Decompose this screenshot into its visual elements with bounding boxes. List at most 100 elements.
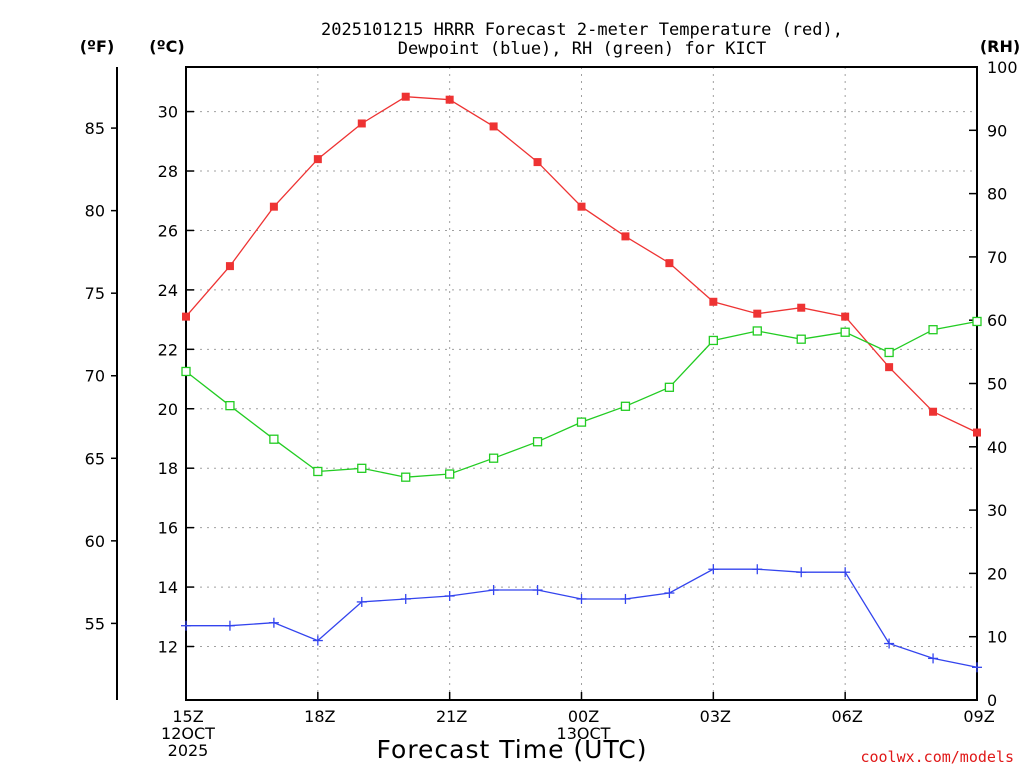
rh-point-11 xyxy=(664,382,675,392)
dewpoint-point-1 xyxy=(224,620,235,631)
dewpoint-point-3 xyxy=(312,635,323,646)
temperature-point-13 xyxy=(753,309,762,318)
dewpoint-point-17 xyxy=(928,653,939,664)
rh-tick-label-10: 10 xyxy=(987,628,1007,647)
x-tick-label-18-0: 09Z xyxy=(963,707,994,726)
temperature-point-3 xyxy=(313,155,322,164)
rh-point-10 xyxy=(620,401,631,411)
temperature-point-5 xyxy=(401,92,410,101)
rh-tick-label-80: 80 xyxy=(987,185,1007,204)
celsius-unit-label: (ºC) xyxy=(149,37,184,56)
dewpoint-point-12 xyxy=(708,564,719,575)
temperature-point-0 xyxy=(182,312,190,321)
temperature-point-6 xyxy=(445,95,454,104)
dewpoint-point-15 xyxy=(840,567,851,578)
rh-tick-label-90: 90 xyxy=(987,121,1007,140)
celsius-tick-label-16: 16 xyxy=(158,519,178,538)
dewpoint-point-16 xyxy=(884,638,895,649)
temperature-point-12 xyxy=(709,297,718,306)
celsius-tick-label-20: 20 xyxy=(158,400,178,419)
celsius-tick-label-18: 18 xyxy=(158,459,178,478)
rh-point-3 xyxy=(313,466,323,477)
dewpoint-point-11 xyxy=(664,588,675,599)
data-series xyxy=(181,92,982,673)
rh-point-13 xyxy=(752,326,762,336)
temperature-point-1 xyxy=(225,262,234,271)
temperature-point-16 xyxy=(885,363,894,372)
rh-point-1 xyxy=(225,401,235,411)
temperature-point-10 xyxy=(621,232,630,241)
chart-title-line1: 2025101215 HRRR Forecast 2-meter Tempera… xyxy=(321,20,843,40)
dewpoint-point-6 xyxy=(444,590,455,601)
rh-point-18 xyxy=(972,316,982,327)
dewpoint-point-7 xyxy=(488,585,499,596)
rh-point-7 xyxy=(488,453,499,463)
celsius-tick-label-22: 22 xyxy=(158,340,178,359)
rh-point-5 xyxy=(401,472,411,482)
chart-title-line2: Dewpoint (blue), RH (green) for KICT xyxy=(398,39,766,59)
fahrenheit-tick-label-70: 70 xyxy=(85,367,105,386)
rh-tick-label-0: 0 xyxy=(987,691,997,710)
x-tick-label-0-1: 12OCT xyxy=(161,724,215,743)
dewpoint-point-0 xyxy=(181,620,191,631)
celsius-tick-label-26: 26 xyxy=(158,221,178,240)
rh-tick-label-70: 70 xyxy=(987,248,1007,267)
temperature-point-4 xyxy=(357,119,366,128)
fahrenheit-tick-label-60: 60 xyxy=(85,532,105,551)
temperature-point-17 xyxy=(929,407,938,416)
temperature-point-15 xyxy=(841,312,850,321)
rh-unit-label: (RH) xyxy=(980,37,1020,56)
rh-point-9 xyxy=(576,417,587,427)
dewpoint-point-5 xyxy=(400,593,411,604)
fahrenheit-tick-label-65: 65 xyxy=(85,449,105,468)
temperature-point-18 xyxy=(973,428,981,437)
temperature-point-11 xyxy=(665,259,674,268)
dewpoint-point-4 xyxy=(356,596,367,607)
rh-point-2 xyxy=(269,434,279,444)
grid-lines xyxy=(185,67,978,700)
dewpoint-point-9 xyxy=(576,593,587,604)
rh-tick-label-50: 50 xyxy=(987,375,1007,394)
x-tick-label-6-0: 21Z xyxy=(436,707,467,726)
fahrenheit-unit-label: (ºF) xyxy=(80,37,115,56)
rh-tick-label-30: 30 xyxy=(987,501,1007,520)
dewpoint-point-13 xyxy=(752,564,763,575)
fahrenheit-tick-label-85: 85 xyxy=(85,119,105,138)
celsius-tick-label-14: 14 xyxy=(158,578,178,597)
temperature-point-14 xyxy=(797,303,806,312)
x-axis-label: Forecast Time (UTC) xyxy=(377,735,648,764)
dewpoint-line xyxy=(186,568,978,668)
fahrenheit-tick-label-75: 75 xyxy=(85,284,105,303)
rh-point-4 xyxy=(357,463,367,473)
celsius-tick-label-30: 30 xyxy=(158,103,178,122)
fahrenheit-tick-label-55: 55 xyxy=(85,614,105,633)
dewpoint-point-18 xyxy=(972,662,982,673)
celsius-tick-label-24: 24 xyxy=(158,281,178,300)
rh-point-14 xyxy=(796,334,806,344)
x-tick-label-0-2: 2025 xyxy=(168,741,209,760)
rh-point-15 xyxy=(840,327,850,337)
temperature-point-9 xyxy=(577,202,586,211)
dewpoint-point-2 xyxy=(268,617,279,628)
rh-tick-label-60: 60 xyxy=(987,311,1007,330)
x-tick-label-9-0: 00Z xyxy=(568,707,599,726)
temperature-point-8 xyxy=(533,158,542,167)
fahrenheit-tick-label-80: 80 xyxy=(85,202,105,221)
dewpoint-point-8 xyxy=(532,585,543,596)
rh-point-12 xyxy=(708,335,718,346)
rh-point-6 xyxy=(445,469,455,479)
dewpoint-point-14 xyxy=(796,567,807,578)
dewpoint-point-10 xyxy=(620,593,631,604)
x-tick-label-15-0: 06Z xyxy=(832,707,863,726)
rh-tick-label-40: 40 xyxy=(987,438,1007,457)
rh-point-0 xyxy=(181,366,191,377)
credit-label: coolwx.com/models xyxy=(860,748,1014,766)
x-tick-label-12-0: 03Z xyxy=(700,707,731,726)
celsius-tick-label-12: 12 xyxy=(158,638,178,657)
rh-tick-label-20: 20 xyxy=(987,564,1007,583)
x-tick-label-0-0: 15Z xyxy=(172,707,203,726)
temperature-point-2 xyxy=(269,202,278,211)
temperature-point-7 xyxy=(489,122,498,131)
x-tick-label-9-1: 13OCT xyxy=(557,724,611,743)
